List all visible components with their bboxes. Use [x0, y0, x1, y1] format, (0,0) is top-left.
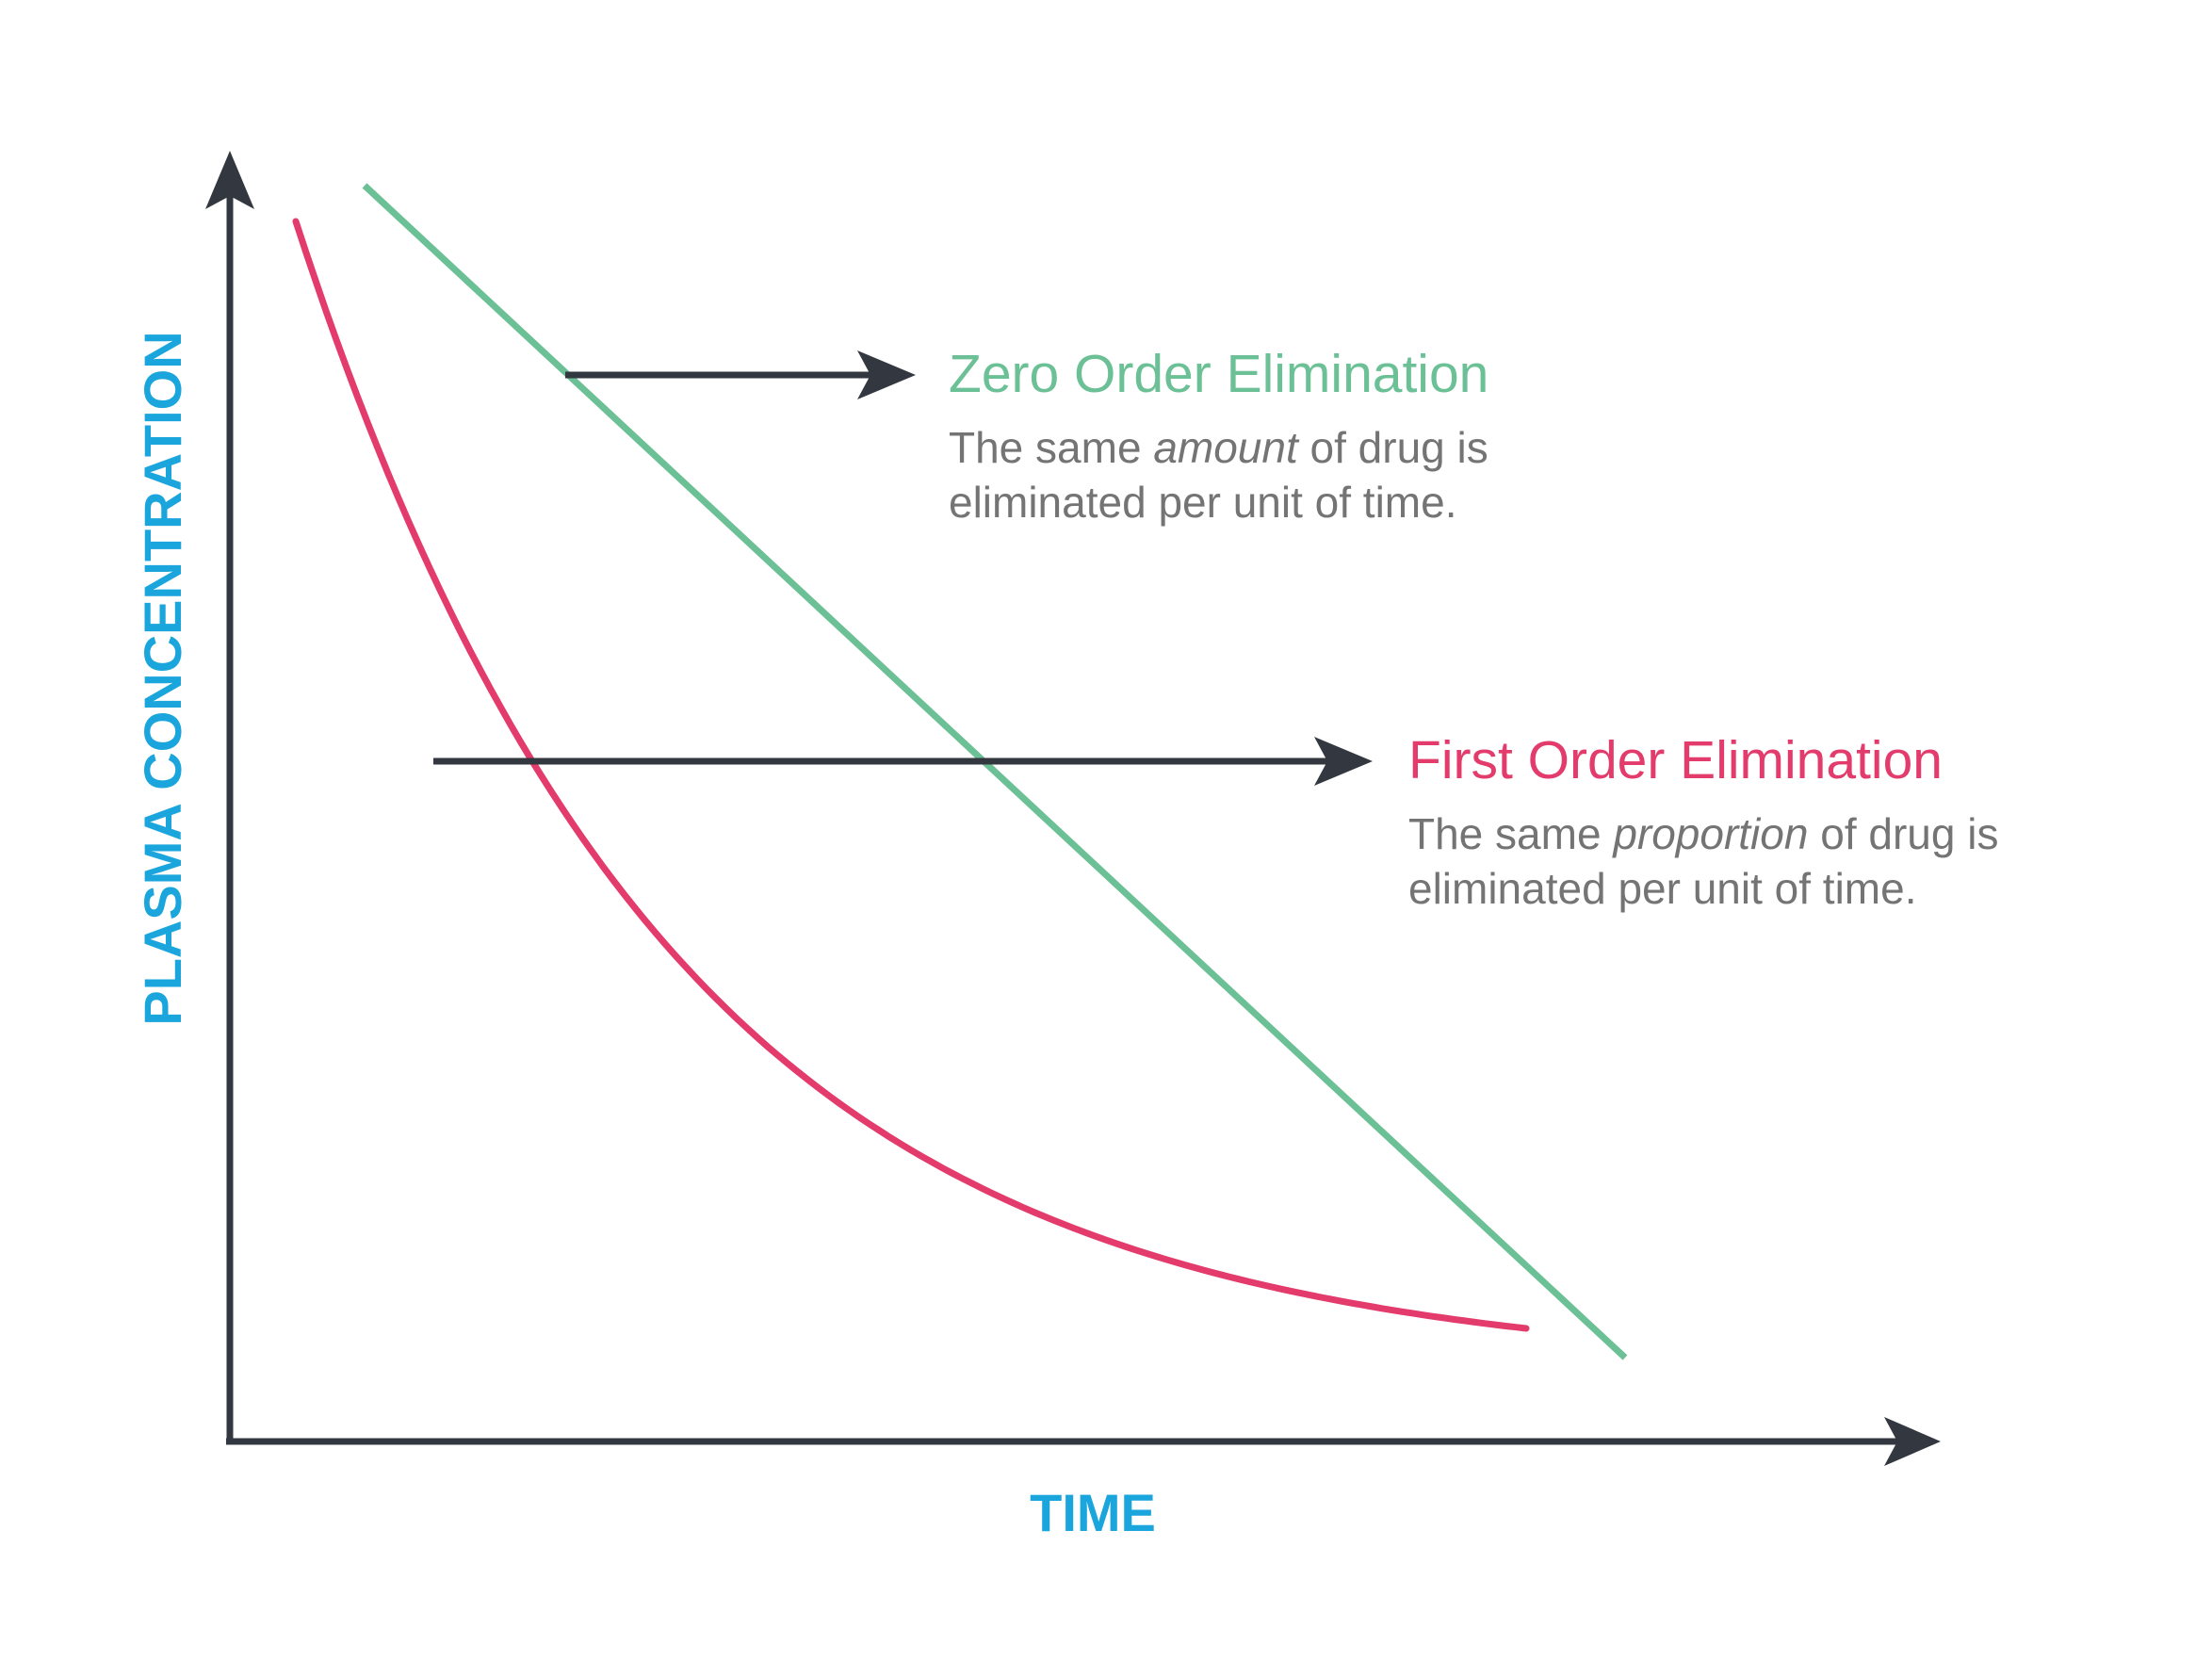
y-axis-arrowhead [205, 151, 254, 209]
y-axis-title: PLASMA CONCENTRATION [133, 331, 192, 1025]
first-order-description-line-2: eliminated per unit of time. [1408, 864, 1917, 913]
zero-order-line [362, 183, 1628, 1360]
zero-order-description-line-2: eliminated per unit of time. [949, 478, 1457, 527]
first-order-title: First Order Elimination [1408, 730, 1943, 790]
zero-order-pointer-arrowhead [857, 350, 916, 399]
first-order-description-line-1: The same proportion of drug is [1408, 809, 1998, 858]
first-order-pointer-arrowhead [1314, 737, 1373, 786]
x-axis-arrowhead [1884, 1417, 1941, 1466]
zero-order-title: Zero Order Elimination [949, 344, 1488, 404]
x-axis-title: TIME [1030, 1483, 1156, 1542]
first-order-curve [292, 218, 1530, 1332]
zero-order-description-line-1: The same amount of drug is [949, 423, 1488, 472]
